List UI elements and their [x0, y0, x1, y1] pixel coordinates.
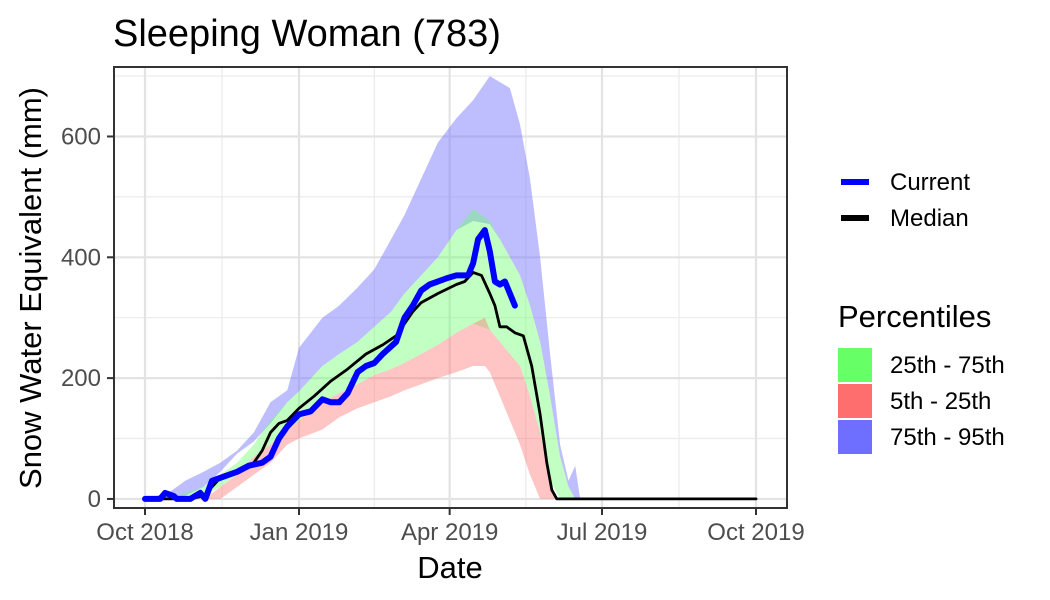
legend-fill-title: Percentiles: [838, 299, 991, 334]
x-tick-label: Oct 2018: [96, 519, 193, 546]
legend-swatch: [838, 348, 872, 382]
y-axis-ticks: 0 200 400 600: [61, 123, 114, 513]
x-tick-label: Jan 2019: [250, 519, 349, 546]
legend-fill-label: 75th - 95th: [890, 424, 1005, 451]
series-line-current: [142, 227, 518, 502]
x-tick-label: Apr 2019: [401, 519, 498, 546]
chart-title: Sleeping Woman (783): [113, 13, 501, 55]
legend-swatch: [838, 384, 872, 418]
x-axis-ticks: Oct 2018 Jan 2019 Apr 2019 Jul 2019 Oct 2019: [96, 508, 805, 546]
y-axis-title: Snow Water Equivalent (mm): [13, 87, 48, 489]
band-25th-75th: [145, 209, 576, 499]
percentile-bands: [145, 76, 581, 499]
y-tick-label: 200: [61, 365, 101, 392]
x-tick-label: Jul 2019: [557, 519, 648, 546]
y-tick-label: 400: [61, 244, 101, 271]
x-axis-title: Date: [417, 550, 482, 585]
data-lines: [142, 227, 758, 502]
legend-label-current: Current: [890, 169, 970, 196]
legend-fill-label: 5th - 25th: [890, 388, 991, 415]
y-tick-label: 600: [61, 123, 101, 150]
band-75th-95th: [145, 76, 581, 499]
band-5th-25th: [145, 317, 557, 499]
y-tick-label: 0: [88, 486, 101, 513]
legend-label-median: Median: [890, 205, 969, 232]
x-tick-label: Oct 2019: [707, 519, 804, 546]
legend-fill-label: 25th - 75th: [890, 352, 1005, 379]
legend-swatch: [838, 420, 872, 454]
legend: Current Median Percentiles 25th - 75th 5th -…: [838, 169, 1005, 454]
